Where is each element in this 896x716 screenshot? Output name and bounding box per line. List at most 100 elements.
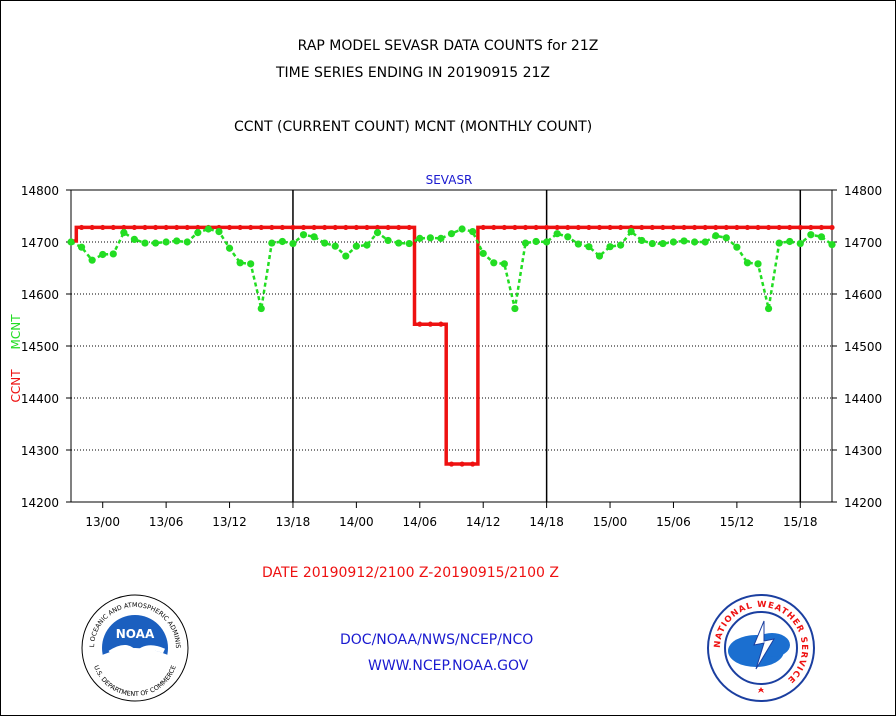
data-point-mcnt [194,229,202,237]
data-point-mcnt [321,239,329,247]
chart-title-line2: TIME SERIES ENDING IN 20190915 21Z [276,65,550,81]
y-tick-label-left: 14600 [21,288,59,302]
data-point-mcnt [775,239,783,247]
data-point-mcnt [564,233,572,241]
data-point-ccnt [544,224,550,231]
data-point-ccnt [596,224,603,231]
data-point-ccnt [427,321,433,327]
data-point-mcnt [289,239,297,248]
data-point-ccnt [374,224,381,231]
data-point-ccnt [586,224,592,231]
data-point-ccnt [765,224,772,231]
axis-layer: 14200 14200 14300 14300 14400 14400 14500 14500… [21,184,882,529]
data-point-mcnt [817,233,826,241]
data-point-ccnt [554,224,560,231]
data-point-mcnt [151,239,160,247]
data-point-mcnt [722,234,730,242]
data-point-mcnt [701,238,709,246]
data-point-mcnt [416,234,424,242]
data-point-mcnt [490,259,498,267]
data-point-ccnt [565,224,571,231]
data-point-mcnt [384,236,392,245]
y-tick-label-left: 14800 [21,184,59,198]
y-tick-label-left: 14500 [21,340,59,354]
data-point-mcnt [363,241,371,249]
data-point-ccnt [512,224,518,231]
data-point-mcnt [754,260,762,268]
data-point-ccnt [142,224,148,231]
x-tick-label: 14/18 [529,515,564,529]
series-line-ccnt [71,225,832,466]
data-point-ccnt [670,224,677,231]
data-point-ccnt [311,224,317,231]
data-point-mcnt [733,243,741,251]
y-tick-label-right: 14300 [844,444,882,458]
website-link[interactable]: WWW.NCEP.NOAA.GOV [368,658,529,674]
data-point-mcnt [183,238,191,246]
data-point-ccnt [237,224,243,231]
data-point-mcnt [67,238,75,246]
x-tick-label: 13/12 [212,515,247,529]
data-point-ccnt [448,461,455,467]
data-point-mcnt [479,249,487,258]
data-point-mcnt [458,225,466,233]
data-point-mcnt [828,241,836,249]
data-point-ccnt [501,224,507,231]
data-point-ccnt [691,224,698,231]
data-point-ccnt [100,224,106,231]
data-point-ccnt [131,224,138,231]
data-point-ccnt [818,224,825,231]
data-point-ccnt [110,224,116,231]
y-tick-label-right: 14500 [844,340,882,354]
data-point-ccnt [417,321,423,327]
x-tick-label: 14/12 [466,515,501,529]
data-point-ccnt [385,224,391,231]
data-point-ccnt [322,224,328,231]
noaa-logo-text: NOAA [116,627,155,641]
data-point-mcnt [342,252,350,260]
data-point-mcnt [532,237,540,246]
data-point-mcnt [99,250,107,259]
data-point-ccnt [396,224,402,231]
data-point-ccnt [639,224,645,231]
data-point-mcnt [648,239,656,248]
y-tick-label-right: 14400 [844,392,882,406]
data-point-mcnt [257,304,265,313]
data-point-ccnt [248,224,254,231]
data-point-ccnt [332,224,338,231]
data-point-ccnt [618,224,624,231]
data-point-ccnt [174,224,180,231]
data-point-mcnt [680,237,688,245]
data-point-ccnt [438,321,444,327]
y-axis-label-mcnt: MCNT [9,314,23,350]
data-point-ccnt [89,224,95,231]
time-series-chart: 14200 14200 14300 14300 14400 14400 14500 14500… [9,173,882,529]
noaa-logo: NOAA NATIONAL OCEANIC AND ATMOSPHERIC AD… [80,593,189,702]
data-point-ccnt [78,224,85,231]
data-point-ccnt [744,224,751,231]
data-point-ccnt [797,224,803,231]
data-point-mcnt [764,304,773,313]
data-point-ccnt [491,224,497,231]
data-point-mcnt [120,229,128,237]
data-point-ccnt [649,224,655,231]
y-tick-label-right: 14800 [844,184,882,198]
data-point-mcnt [77,243,86,251]
data-point-mcnt [373,229,382,237]
data-point-ccnt [343,224,349,231]
data-point-mcnt [786,237,794,246]
series-layer [67,224,836,467]
data-point-mcnt [299,231,308,239]
data-point-mcnt [426,234,434,242]
data-point-mcnt [553,230,561,238]
data-point-mcnt [215,228,223,236]
x-tick-label: 15/18 [783,515,818,529]
chart-title-line3: CCNT (CURRENT COUNT) MCNT (MONTHLY COUNT… [234,119,593,135]
data-point-ccnt [776,224,782,231]
data-point-ccnt [470,461,476,467]
data-point-ccnt [787,224,793,231]
data-point-mcnt [743,259,752,267]
data-point-mcnt [500,260,508,268]
data-point-mcnt [712,232,720,240]
data-point-ccnt [829,224,835,231]
